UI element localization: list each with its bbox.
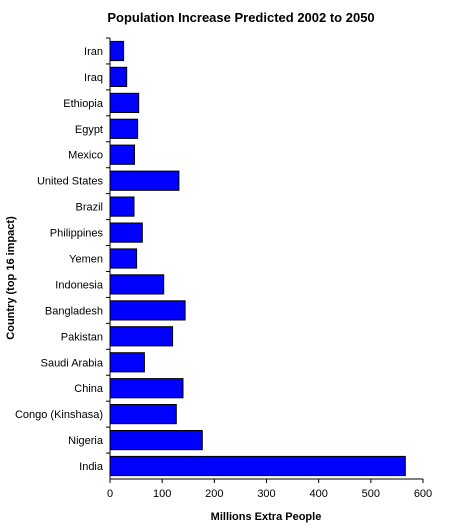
bar-india bbox=[109, 455, 406, 477]
x-tick-label: 300 bbox=[257, 488, 275, 500]
bar-ethiopia bbox=[109, 92, 140, 114]
category-label: Ethiopia bbox=[63, 98, 104, 110]
bar-iraq bbox=[109, 66, 128, 88]
category-label: Brazil bbox=[75, 202, 103, 214]
bars-layer bbox=[109, 40, 406, 477]
category-label: Saudi Arabia bbox=[41, 357, 104, 369]
bar-nigeria bbox=[109, 430, 203, 451]
category-label: Egypt bbox=[75, 124, 103, 136]
bar-iran bbox=[109, 40, 125, 62]
category-label: Pakistan bbox=[61, 331, 103, 343]
bar-mexico bbox=[109, 144, 135, 165]
category-label: Yemen bbox=[69, 254, 103, 266]
category-labels: Iran Iraq Ethiopia Egypt Mexico United States… bbox=[15, 46, 104, 473]
category-label: Nigeria bbox=[68, 435, 104, 447]
x-tick-label: 0 bbox=[107, 488, 113, 500]
bar-egypt bbox=[109, 118, 139, 139]
chart-title: Population Increase Predicted 2002 to 20… bbox=[107, 10, 374, 25]
bar-bangladesh bbox=[109, 300, 186, 321]
bar-china bbox=[109, 378, 184, 399]
x-axis: 0 100 200 300 400 500 600 bbox=[106, 37, 432, 500]
category-label: Iraq bbox=[84, 72, 103, 84]
x-tick-label: 200 bbox=[205, 488, 223, 500]
category-label: India bbox=[79, 461, 104, 473]
x-tick-label: 500 bbox=[362, 488, 380, 500]
bar-congo-kinshasa bbox=[109, 404, 177, 425]
x-tick-label: 600 bbox=[414, 488, 432, 500]
category-label: Bangladesh bbox=[45, 305, 103, 317]
bar-yemen bbox=[109, 248, 138, 269]
bar-philippines bbox=[109, 222, 143, 243]
category-label: Mexico bbox=[68, 150, 103, 162]
category-label: Philippines bbox=[50, 228, 104, 240]
bar-united-states bbox=[109, 170, 180, 191]
category-label: United States bbox=[37, 176, 104, 188]
x-axis-title: Millions Extra People bbox=[211, 511, 322, 523]
category-label: Iran bbox=[84, 46, 103, 58]
y-axis-title: Country (top 16 impact) bbox=[5, 216, 17, 340]
category-label: Indonesia bbox=[55, 279, 104, 291]
x-tick-label: 400 bbox=[309, 488, 327, 500]
bar-indonesia bbox=[109, 274, 165, 295]
bar-pakistan bbox=[109, 326, 174, 347]
bar-saudi-arabia bbox=[109, 352, 145, 373]
category-label: Congo (Kinshasa) bbox=[15, 409, 103, 421]
bar-brazil bbox=[109, 196, 135, 217]
category-label: China bbox=[74, 383, 104, 395]
x-tick-label: 100 bbox=[153, 488, 171, 500]
